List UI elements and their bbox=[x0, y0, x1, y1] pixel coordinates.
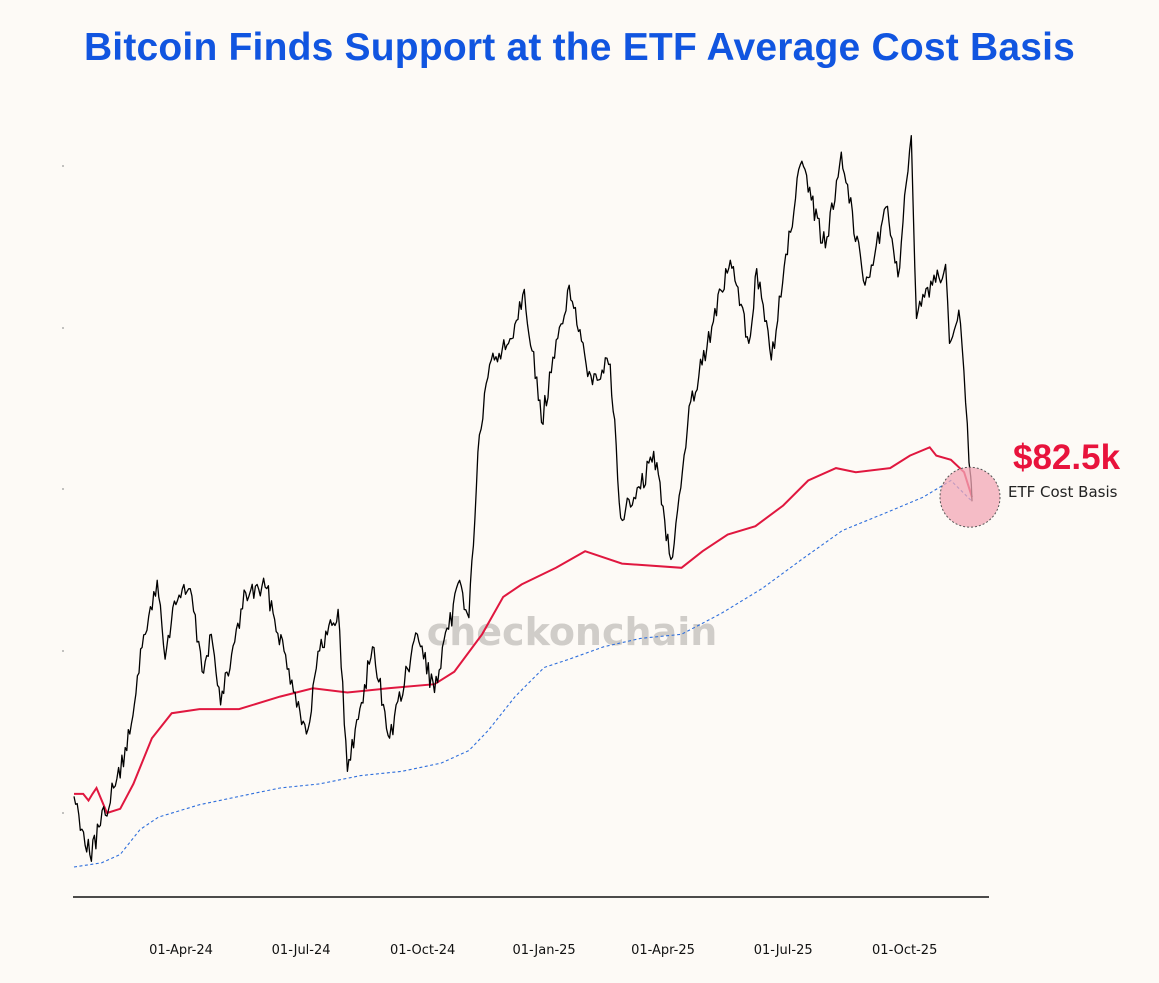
callout-label: ETF Cost Basis bbox=[1008, 483, 1118, 501]
watermark: checkonchain bbox=[427, 610, 718, 654]
x-tick-label: 01-Jul-24 bbox=[272, 943, 331, 958]
price-line bbox=[73, 134, 973, 862]
x-tick-label: 01-Jan-25 bbox=[512, 943, 575, 958]
chart-title: Bitcoin Finds Support at the ETF Average… bbox=[83, 26, 1076, 69]
x-axis-ticks: 01-Apr-24 01-Jul-24 01-Oct-24 01-Jan-25 01-A… bbox=[149, 943, 937, 958]
callout-value: $82.5k bbox=[1013, 438, 1121, 477]
x-tick-label: 01-Apr-24 bbox=[149, 943, 213, 958]
etf-cost-basis-line bbox=[74, 446, 973, 815]
y-axis-ticks bbox=[62, 165, 64, 814]
x-tick-label: 01-Oct-25 bbox=[872, 943, 937, 958]
lower-band-line bbox=[73, 479, 973, 868]
x-tick-label: 01-Apr-25 bbox=[631, 943, 695, 958]
support-highlight-circle bbox=[939, 466, 1001, 528]
x-tick-label: 01-Oct-24 bbox=[390, 943, 455, 958]
x-tick-label: 01-Jul-25 bbox=[754, 943, 813, 958]
